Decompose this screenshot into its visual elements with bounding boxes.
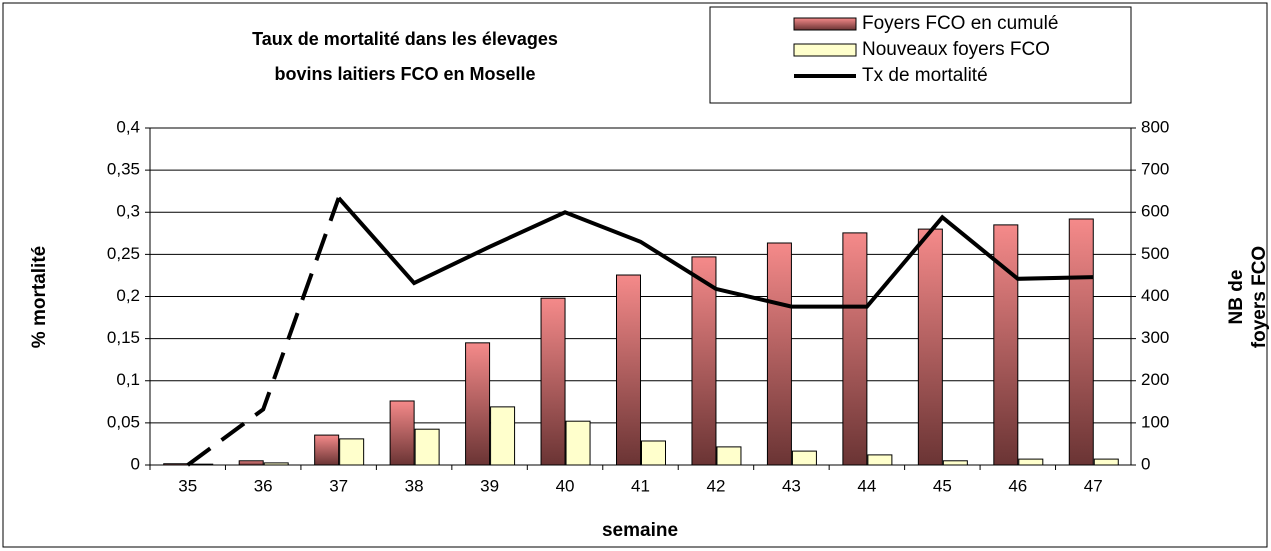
bar	[565, 420, 591, 466]
x-tick-label: 40	[556, 476, 575, 495]
x-tick-label: 35	[178, 476, 197, 495]
bar	[414, 428, 440, 466]
y-tick-label: 0,25	[107, 244, 140, 263]
legend-label: Nouveaux foyers FCO	[862, 39, 1050, 60]
y-tick-label: 0,1	[116, 370, 140, 389]
y-tick-label: 0	[131, 454, 140, 473]
y2-tick-label: 100	[1141, 412, 1169, 431]
bar	[641, 440, 666, 466]
x-tick-label: 46	[1008, 476, 1027, 495]
bar	[1093, 458, 1119, 466]
x-tick-label: 47	[1084, 476, 1103, 495]
bar	[942, 460, 968, 466]
bar	[791, 450, 817, 466]
y2-tick-label: 0	[1141, 454, 1150, 473]
y-tick-label: 0,15	[107, 328, 140, 347]
line	[186, 197, 341, 467]
chart-title: bovins laitiers FCO en Moselle	[274, 64, 535, 84]
x-tick-label: 39	[480, 476, 499, 495]
bar	[490, 406, 516, 466]
x-tick-label: 36	[254, 476, 273, 495]
y-axis-label: % mortalité	[29, 246, 50, 348]
y-tick-label: 0,3	[116, 202, 140, 221]
legend-label: Tx de mortalité	[862, 65, 988, 86]
bar	[917, 228, 943, 466]
bar	[1018, 458, 1044, 466]
x-tick-label: 41	[631, 476, 650, 495]
y2-tick-label: 600	[1141, 202, 1169, 221]
x-tick-label: 42	[707, 476, 726, 495]
x-tick-label: 38	[405, 476, 424, 495]
y2-tick-label: 400	[1141, 286, 1169, 305]
y2-tick-label: 200	[1141, 370, 1169, 389]
bar	[867, 454, 893, 466]
bar	[766, 242, 792, 466]
bar	[716, 446, 742, 466]
legend-swatch	[793, 17, 857, 31]
bar	[263, 462, 289, 466]
bar	[1068, 218, 1094, 466]
bar	[238, 460, 264, 466]
x-tick-label: 45	[933, 476, 952, 495]
y2-tick-label: 500	[1141, 244, 1169, 263]
bar	[842, 232, 868, 466]
legend-swatch	[793, 43, 857, 57]
bar	[188, 463, 214, 466]
y2-axis-label: NB de	[1226, 270, 1247, 325]
bar	[389, 400, 415, 466]
bar	[339, 438, 365, 466]
line	[337, 196, 1094, 309]
bar	[691, 256, 717, 466]
bar	[540, 297, 566, 466]
x-tick-label: 37	[329, 476, 348, 495]
bar	[465, 342, 491, 466]
y-tick-label: 0,35	[107, 160, 140, 179]
y2-tick-label: 800	[1141, 117, 1169, 136]
y-tick-label: 0,05	[107, 412, 140, 431]
chart-title: Taux de mortalité dans les élevages	[252, 29, 558, 49]
legend	[709, 6, 1132, 104]
y-tick-label: 0,2	[116, 286, 140, 305]
bar	[616, 274, 641, 466]
x-tick-label: 44	[857, 476, 876, 495]
y2-tick-label: 300	[1141, 328, 1169, 347]
legend-label: Foyers FCO en cumulé	[862, 13, 1058, 34]
bar	[314, 434, 340, 466]
y2-tick-label: 700	[1141, 160, 1169, 179]
y2-axis-label: foyers FCO	[1249, 246, 1270, 348]
x-axis-label: semaine	[602, 520, 678, 541]
x-tick-label: 43	[782, 476, 801, 495]
bar	[163, 463, 189, 466]
y-tick-label: 0,4	[116, 117, 140, 136]
